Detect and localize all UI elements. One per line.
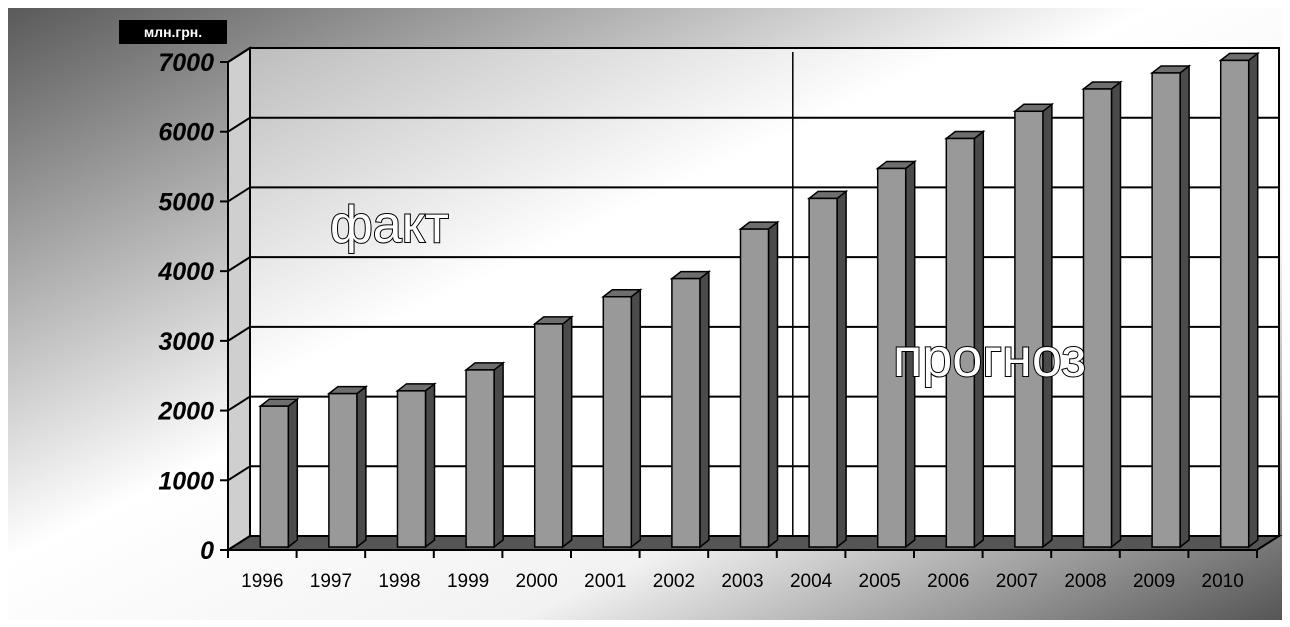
- x-tick-label: 2004: [790, 571, 833, 592]
- gridline-side: [227, 116, 251, 133]
- bar-2003: [738, 220, 780, 549]
- bar-2007: [1012, 102, 1055, 549]
- x-tick-label: 2009: [1133, 571, 1175, 592]
- bar-front: [328, 392, 358, 548]
- bar-front: [1082, 88, 1113, 548]
- x-tick-label: 2010: [1202, 571, 1244, 592]
- bar-side: [1110, 80, 1122, 549]
- bar-side: [561, 315, 573, 549]
- bar-front: [1151, 72, 1181, 548]
- gridline-side: [227, 326, 251, 342]
- y-tick-label: 2000: [157, 398, 214, 426]
- bar-front: [1014, 110, 1044, 548]
- x-tick-label: 1996: [241, 571, 283, 592]
- bar-1998: [395, 382, 437, 549]
- x-tick-label: 2003: [721, 571, 763, 592]
- y-tick-label: 6000: [158, 119, 214, 147]
- bar-front: [876, 167, 907, 548]
- side-wall: [227, 46, 251, 552]
- bar-side: [630, 288, 642, 549]
- y-tick-label: 4000: [157, 258, 214, 286]
- bar-side: [699, 270, 710, 549]
- bar-side: [493, 361, 504, 549]
- gridline-side: [227, 256, 251, 272]
- bar-side: [287, 397, 299, 549]
- bar-2002: [669, 270, 712, 549]
- bar-front: [533, 323, 564, 548]
- bar-2006: [944, 129, 986, 549]
- bar-side: [1179, 64, 1190, 549]
- bars: [258, 51, 1260, 549]
- bar-1997: [326, 385, 369, 549]
- x-tick-label: 1999: [447, 571, 489, 592]
- bar-side: [767, 220, 779, 549]
- bar-2005: [875, 159, 917, 549]
- bar-2001: [601, 288, 643, 549]
- forecast-label: прогноз: [893, 328, 1086, 388]
- bar-2009: [1149, 64, 1192, 549]
- x-tick-label: 2006: [927, 571, 969, 592]
- y-tick-label: 7000: [158, 49, 214, 77]
- bar-front: [465, 369, 495, 548]
- x-tick-label: 1997: [310, 571, 352, 592]
- bar-2004: [806, 189, 849, 549]
- x-tick-label: 2001: [584, 571, 626, 592]
- gridline-side: [227, 186, 251, 203]
- bar-front: [396, 390, 427, 548]
- gridline-side: [227, 465, 251, 482]
- y-tick-label: 3000: [158, 328, 214, 356]
- bar-front: [808, 197, 838, 548]
- bar-front: [739, 228, 770, 548]
- unit-badge-box: [119, 20, 227, 44]
- y-tick-label: 5000: [158, 188, 214, 216]
- x-tick-label: 2002: [653, 571, 695, 592]
- x-tick-label: 2005: [859, 571, 901, 592]
- bar-1999: [463, 361, 506, 549]
- unit-badge: млн.грн.: [119, 20, 227, 44]
- y-axis: 0 1000 2000 3000 4000 5000 6000 7000: [157, 49, 229, 565]
- gridline-side: [227, 395, 251, 412]
- bar-side: [1042, 102, 1053, 549]
- x-tick-label: 2007: [996, 571, 1038, 592]
- gridline-side: [227, 47, 251, 63]
- x-tick-label: 2008: [1064, 571, 1106, 592]
- x-tick-label: 2000: [516, 571, 558, 592]
- bar-side: [836, 189, 847, 549]
- x-axis: 1996 1997 1998 1999 2000 2001 2002 2003 2004 2005…: [227, 549, 1258, 592]
- bar-2000: [532, 315, 574, 549]
- bar-front: [1219, 59, 1250, 548]
- bar-side: [424, 382, 436, 549]
- unit-label: млн.грн.: [144, 24, 202, 40]
- bar-front: [259, 405, 290, 548]
- bar-2008: [1081, 80, 1123, 549]
- x-tick-label: 1998: [378, 571, 420, 592]
- bar-side: [356, 385, 367, 549]
- bar-front: [671, 277, 701, 548]
- bar-1996: [258, 397, 300, 549]
- y-tick-label: 1000: [158, 467, 214, 495]
- bar-front: [602, 295, 633, 548]
- bar-side: [1247, 51, 1259, 549]
- bar-front: [945, 137, 976, 548]
- bar-2010: [1218, 51, 1260, 549]
- y-tick-label: 0: [200, 537, 214, 565]
- fact-label: факт: [330, 196, 449, 254]
